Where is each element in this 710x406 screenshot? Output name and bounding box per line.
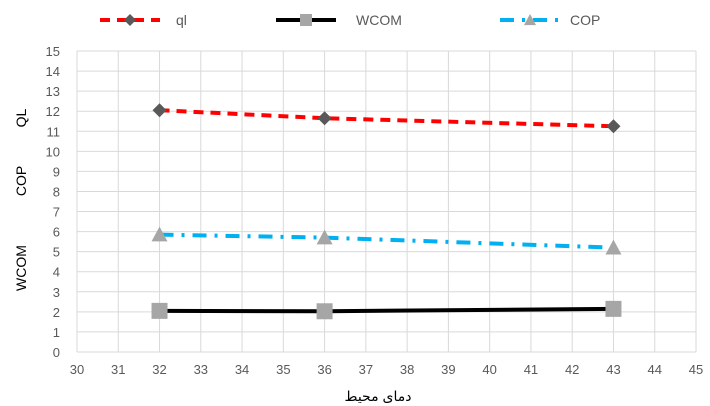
data-point (316, 303, 333, 320)
x-axis-label: دمای محیط (345, 388, 412, 404)
y-tick-label: 14 (46, 64, 60, 79)
y-tick-label: 13 (46, 84, 60, 99)
y-tick-label: 1 (53, 325, 60, 340)
series-line (159, 108, 614, 129)
data-point (316, 229, 333, 245)
legend-label: ql (176, 12, 187, 28)
x-tick-label: 44 (647, 362, 661, 377)
legend-item-ql: ql (100, 12, 187, 28)
x-tick-label: 38 (400, 362, 414, 377)
x-axis-ticks: 30 31 32 33 34 35 36 37 38 39 40 41 42 43 44 45 (70, 362, 703, 377)
data-point (317, 111, 332, 126)
legend: ql WCOM COP (100, 12, 600, 28)
x-tick-label: 30 (70, 362, 84, 377)
legend-label: COP (570, 12, 600, 28)
grid-lines (76, 50, 697, 353)
data-point (151, 226, 168, 242)
y-axis-label-wcom: WCOM (13, 245, 29, 291)
legend-label: WCOM (356, 12, 402, 28)
legend-marker (524, 14, 536, 26)
series-wcom (151, 300, 622, 320)
y-tick-label: 9 (53, 164, 60, 179)
series-ql (152, 103, 621, 134)
y-tick-label: 2 (53, 305, 60, 320)
y-tick-label: 12 (46, 104, 60, 119)
y-tick-label: 6 (53, 225, 60, 240)
legend-item-wcom: WCOM (276, 12, 402, 28)
series-cop (151, 226, 622, 255)
y-axis-label-ql: QL (13, 108, 29, 127)
x-tick-label: 35 (276, 362, 290, 377)
legend-marker (124, 14, 136, 26)
y-tick-label: 3 (53, 285, 60, 300)
data-point (605, 300, 622, 317)
y-tick-label: 0 (53, 345, 60, 360)
x-tick-label: 41 (524, 362, 538, 377)
x-tick-label: 45 (689, 362, 703, 377)
x-tick-label: 43 (606, 362, 620, 377)
y-tick-label: 4 (53, 265, 60, 280)
x-tick-label: 34 (235, 362, 249, 377)
data-point (151, 302, 168, 319)
series-group (151, 103, 622, 320)
x-tick-label: 37 (359, 362, 373, 377)
y-tick-label: 15 (46, 44, 60, 59)
data-point (152, 103, 167, 118)
y-tick-label: 7 (53, 205, 60, 220)
legend-item-cop: COP (500, 12, 600, 28)
x-tick-label: 31 (111, 362, 125, 377)
x-tick-label: 39 (441, 362, 455, 377)
y-tick-label: 10 (46, 144, 60, 159)
data-point (605, 239, 622, 255)
x-tick-label: 40 (482, 362, 496, 377)
x-tick-label: 36 (317, 362, 331, 377)
series-line (159, 232, 614, 250)
y-tick-label: 8 (53, 184, 60, 199)
x-tick-label: 42 (565, 362, 579, 377)
y-axis-label-cop: COP (13, 166, 29, 196)
series-line (159, 306, 614, 314)
x-tick-label: 33 (194, 362, 208, 377)
y-tick-label: 11 (47, 124, 61, 139)
y-tick-label: 5 (53, 245, 60, 260)
data-point (606, 119, 621, 134)
x-tick-label: 32 (152, 362, 166, 377)
legend-marker (300, 14, 312, 26)
